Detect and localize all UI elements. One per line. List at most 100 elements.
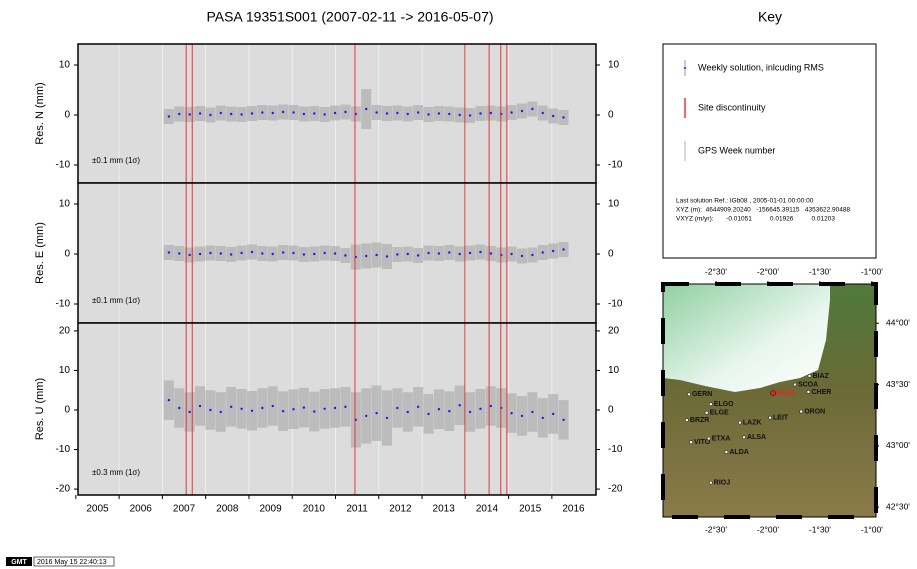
point bbox=[531, 254, 533, 256]
point bbox=[448, 251, 450, 253]
station-label: BIAZ bbox=[813, 373, 830, 380]
map-tick-label: 43°30' bbox=[886, 379, 910, 389]
point bbox=[282, 111, 284, 113]
page: PASA 19351S001 (2007-02-11 -> 2016-05-07… bbox=[0, 0, 917, 569]
map bbox=[663, 284, 876, 517]
point bbox=[323, 252, 325, 254]
point bbox=[427, 252, 429, 254]
y-tick-label: 10 bbox=[59, 365, 71, 376]
point bbox=[417, 406, 419, 408]
x-tick-label: 2006 bbox=[130, 504, 153, 515]
point bbox=[230, 113, 232, 115]
point bbox=[469, 114, 471, 116]
point bbox=[458, 114, 460, 116]
map-tick-label: -1°00' bbox=[861, 524, 883, 534]
point bbox=[251, 410, 253, 412]
point bbox=[552, 250, 554, 252]
y-tick-label: -10 bbox=[56, 160, 71, 171]
point bbox=[479, 408, 481, 410]
point bbox=[386, 255, 388, 257]
point bbox=[448, 410, 450, 412]
station bbox=[807, 390, 810, 393]
station bbox=[742, 436, 745, 439]
chart-title: PASA 19351S001 (2007-02-11 -> 2016-05-07… bbox=[206, 9, 493, 25]
point bbox=[344, 111, 346, 113]
station bbox=[709, 403, 712, 406]
point bbox=[510, 253, 512, 255]
map-tick-label: -1°00' bbox=[861, 266, 883, 276]
x-tick-label: 2007 bbox=[173, 504, 196, 515]
point bbox=[272, 112, 274, 114]
point bbox=[251, 251, 253, 253]
point bbox=[272, 405, 274, 407]
point bbox=[490, 252, 492, 254]
point bbox=[220, 411, 222, 413]
point bbox=[188, 113, 190, 115]
x-tick-label: 2015 bbox=[519, 504, 542, 515]
point bbox=[438, 408, 440, 410]
station bbox=[800, 410, 803, 413]
station bbox=[687, 393, 690, 396]
y-tick-label: 0 bbox=[64, 249, 70, 260]
y-tick-label: 0 bbox=[608, 249, 614, 260]
point bbox=[178, 113, 180, 115]
point bbox=[458, 253, 460, 255]
point bbox=[282, 410, 284, 412]
point bbox=[292, 111, 294, 113]
point bbox=[375, 111, 377, 113]
point bbox=[209, 409, 211, 411]
point bbox=[407, 113, 409, 115]
map-tick-label: 43°00' bbox=[886, 440, 910, 450]
point bbox=[344, 254, 346, 256]
y-tick-label: -10 bbox=[56, 299, 71, 310]
point bbox=[303, 253, 305, 255]
point bbox=[552, 115, 554, 117]
point bbox=[552, 413, 554, 415]
map-tick-label: -1°30' bbox=[809, 524, 831, 534]
point bbox=[521, 255, 523, 257]
point bbox=[562, 419, 564, 421]
y-tick-label: -20 bbox=[56, 484, 71, 495]
point bbox=[542, 251, 544, 253]
y-tick-label: -20 bbox=[608, 484, 623, 495]
x-tick-label: 2008 bbox=[216, 504, 239, 515]
station bbox=[725, 450, 728, 453]
station bbox=[808, 374, 811, 377]
station-label: LAZK bbox=[743, 419, 762, 426]
y-tick-label: 10 bbox=[608, 365, 620, 376]
map-tick-label: -2°00' bbox=[757, 266, 779, 276]
station bbox=[738, 421, 741, 424]
map-tick-label: 44°00' bbox=[886, 317, 910, 327]
station-label: ETXA bbox=[712, 435, 731, 442]
point bbox=[188, 254, 190, 256]
point bbox=[240, 113, 242, 115]
point bbox=[282, 251, 284, 253]
y-tick-label: 0 bbox=[64, 405, 70, 416]
y-axis-label: Res. U (mm) bbox=[34, 378, 46, 440]
map-tick-label: -1°30' bbox=[809, 266, 831, 276]
y-tick-label: 10 bbox=[608, 60, 620, 71]
station bbox=[705, 411, 708, 414]
point bbox=[188, 411, 190, 413]
station-label: GERN bbox=[692, 391, 712, 398]
map-tick-label: -2°30' bbox=[705, 266, 727, 276]
point bbox=[386, 417, 388, 419]
point bbox=[531, 411, 533, 413]
station-label: ALDA bbox=[729, 449, 748, 456]
point bbox=[323, 408, 325, 410]
point bbox=[448, 113, 450, 115]
point bbox=[490, 112, 492, 114]
point bbox=[199, 112, 201, 114]
point bbox=[458, 404, 460, 406]
y-tick-label: -10 bbox=[608, 299, 623, 310]
point bbox=[479, 251, 481, 253]
map-tick-label: -2°00' bbox=[757, 524, 779, 534]
point bbox=[365, 415, 367, 417]
point bbox=[469, 252, 471, 254]
station bbox=[685, 419, 688, 422]
point bbox=[407, 253, 409, 255]
timestamp: 2016 May 15 22:40:13 bbox=[37, 559, 107, 566]
key-label: GPS Week number bbox=[698, 145, 775, 155]
station-label: SCOA bbox=[798, 381, 818, 388]
point bbox=[510, 412, 512, 414]
